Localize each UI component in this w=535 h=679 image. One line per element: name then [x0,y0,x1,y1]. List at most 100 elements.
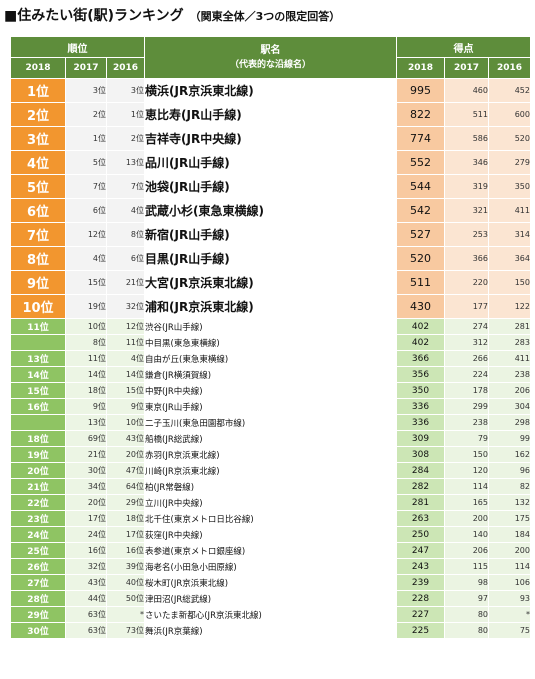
rank-2016-cell: 10位 [106,414,145,431]
rank-2017-cell: 34位 [65,478,107,495]
rank-2017-cell: 24位 [65,526,107,543]
station-name-cell: 吉祥寺(JR中央線) [144,126,397,151]
station-name-cell: 赤羽(JR京浜東北線) [144,446,397,463]
score-2017-cell: 200 [444,510,489,527]
station-name-cell: 舞浜(JR京葉線) [144,622,397,639]
rank-2017-cell: 12位 [65,222,107,247]
score-2017-cell: 299 [444,398,489,415]
score-2017-cell: 319 [444,174,489,199]
score-2016-cell: 304 [488,398,531,415]
score-2018-cell: 225 [396,622,445,639]
table-row: 15位 18位 15位 中野(JR中央線) 350 178 206 [10,382,531,399]
table-row: 21位 34位 64位 柏(JR常磐線) 282 114 82 [10,478,531,495]
table-row: 2位 2位 1位 恵比寿(JR山手線) 822 511 600 [10,102,531,127]
station-name-cell: さいたま新都心(JR京浜東北線) [144,606,397,623]
rank-2017-cell: 63位 [65,622,107,639]
score-2018-cell: 250 [396,526,445,543]
table-row: 26位 32位 39位 海老名(小田急小田原線) 243 115 114 [10,558,531,575]
rank-2017-cell: 21位 [65,446,107,463]
rank-2016-cell: 29位 [106,494,145,511]
rank-2017-cell: 69位 [65,430,107,447]
score-2016-cell: * [488,606,531,623]
score-2017-cell: 460 [444,78,489,103]
station-name-cell: 浦和(JR京浜東北線) [144,294,397,319]
score-2017-cell: 224 [444,366,489,383]
score-2017-cell: 114 [444,478,489,495]
score-2018-cell: 309 [396,430,445,447]
score-2017-cell: 80 [444,622,489,639]
rank-2017-cell: 44位 [65,590,107,607]
score-2018-cell: 544 [396,174,445,199]
rank-2016-cell: 7位 [106,174,145,199]
rank-2016-cell: 64位 [106,478,145,495]
rank-2016-cell: 4位 [106,350,145,367]
score-2016-cell: 298 [488,414,531,431]
rank-2016-cell: 8位 [106,222,145,247]
score-2017-cell: 321 [444,198,489,223]
station-name-cell: 二子玉川(東急田園都市線) [144,414,397,431]
score-2016-cell: 600 [488,102,531,127]
score-2018-cell: 356 [396,366,445,383]
station-name-cell: 池袋(JR山手線) [144,174,397,199]
station-name-cell: 東京(JR山手線) [144,398,397,415]
score-2016-cell: 452 [488,78,531,103]
station-name-cell: 恵比寿(JR山手線) [144,102,397,127]
score-2017-cell: 206 [444,542,489,559]
score-2016-cell: 132 [488,494,531,511]
station-name-cell: 新宿(JR山手線) [144,222,397,247]
rank-2017-cell: 4位 [65,246,107,271]
table-row: 19位 21位 20位 赤羽(JR京浜東北線) 308 150 162 [10,446,531,463]
header-score: 得点 [396,36,531,58]
rank-2016-cell: 9位 [106,398,145,415]
score-2017-cell: 274 [444,318,489,335]
rank-2018-cell: 20位 [10,462,66,479]
header-score-year: 2018 [396,57,445,79]
score-2018-cell: 402 [396,334,445,351]
score-2018-cell: 527 [396,222,445,247]
station-name-cell: 武蔵小杉(東急東横線) [144,198,397,223]
score-2016-cell: 350 [488,174,531,199]
table-row: 18位 69位 43位 船橋(JR総武線) 309 79 99 [10,430,531,447]
rank-2016-cell: 11位 [106,334,145,351]
rank-2016-cell: 47位 [106,462,145,479]
rank-2017-cell: 17位 [65,510,107,527]
table-row: 30位 63位 73位 舞浜(JR京葉線) 225 80 75 [10,622,531,639]
score-2018-cell: 995 [396,78,445,103]
score-2017-cell: 366 [444,246,489,271]
rank-2018-cell [10,414,66,431]
table-row: 10位 19位 32位 浦和(JR京浜東北線) 430 177 122 [10,294,531,319]
score-2016-cell: 411 [488,198,531,223]
rank-2016-cell: 17位 [106,526,145,543]
score-2016-cell: 114 [488,558,531,575]
rank-2017-cell: 2位 [65,102,107,127]
score-2018-cell: 336 [396,414,445,431]
page-title: ■住みたい街(駅)ランキング （関東全体／3つの限定回答） [4,4,340,26]
score-2016-cell: 106 [488,574,531,591]
rank-2017-cell: 13位 [65,414,107,431]
score-2017-cell: 79 [444,430,489,447]
rank-2018-cell: 13位 [10,350,66,367]
rank-2017-cell: 11位 [65,350,107,367]
station-name-cell: 川崎(JR京浜東北線) [144,462,397,479]
score-2016-cell: 184 [488,526,531,543]
header-score-year: 2016 [488,57,531,79]
rank-2017-cell: 16位 [65,542,107,559]
table-row: 28位 44位 50位 津田沼(JR総武線) 228 97 93 [10,590,531,607]
rank-2017-cell: 19位 [65,294,107,319]
header-rank-year: 2018 [10,57,66,79]
score-2018-cell: 228 [396,590,445,607]
station-name-cell: 柏(JR常磐線) [144,478,397,495]
score-2017-cell: 178 [444,382,489,399]
rank-2017-cell: 9位 [65,398,107,415]
header-score-year: 2017 [444,57,489,79]
table-row: 3位 1位 2位 吉祥寺(JR中央線) 774 586 520 [10,126,531,151]
score-2018-cell: 366 [396,350,445,367]
rank-2018-cell: 25位 [10,542,66,559]
rank-2018-cell: 8位 [10,246,66,271]
score-2017-cell: 98 [444,574,489,591]
table-row: 7位 12位 8位 新宿(JR山手線) 527 253 314 [10,222,531,247]
station-name-cell: 自由が丘(東急東横線) [144,350,397,367]
rank-2017-cell: 14位 [65,366,107,383]
table-row: 14位 14位 14位 鎌倉(JR横須賀線) 356 224 238 [10,366,531,383]
score-2017-cell: 177 [444,294,489,319]
